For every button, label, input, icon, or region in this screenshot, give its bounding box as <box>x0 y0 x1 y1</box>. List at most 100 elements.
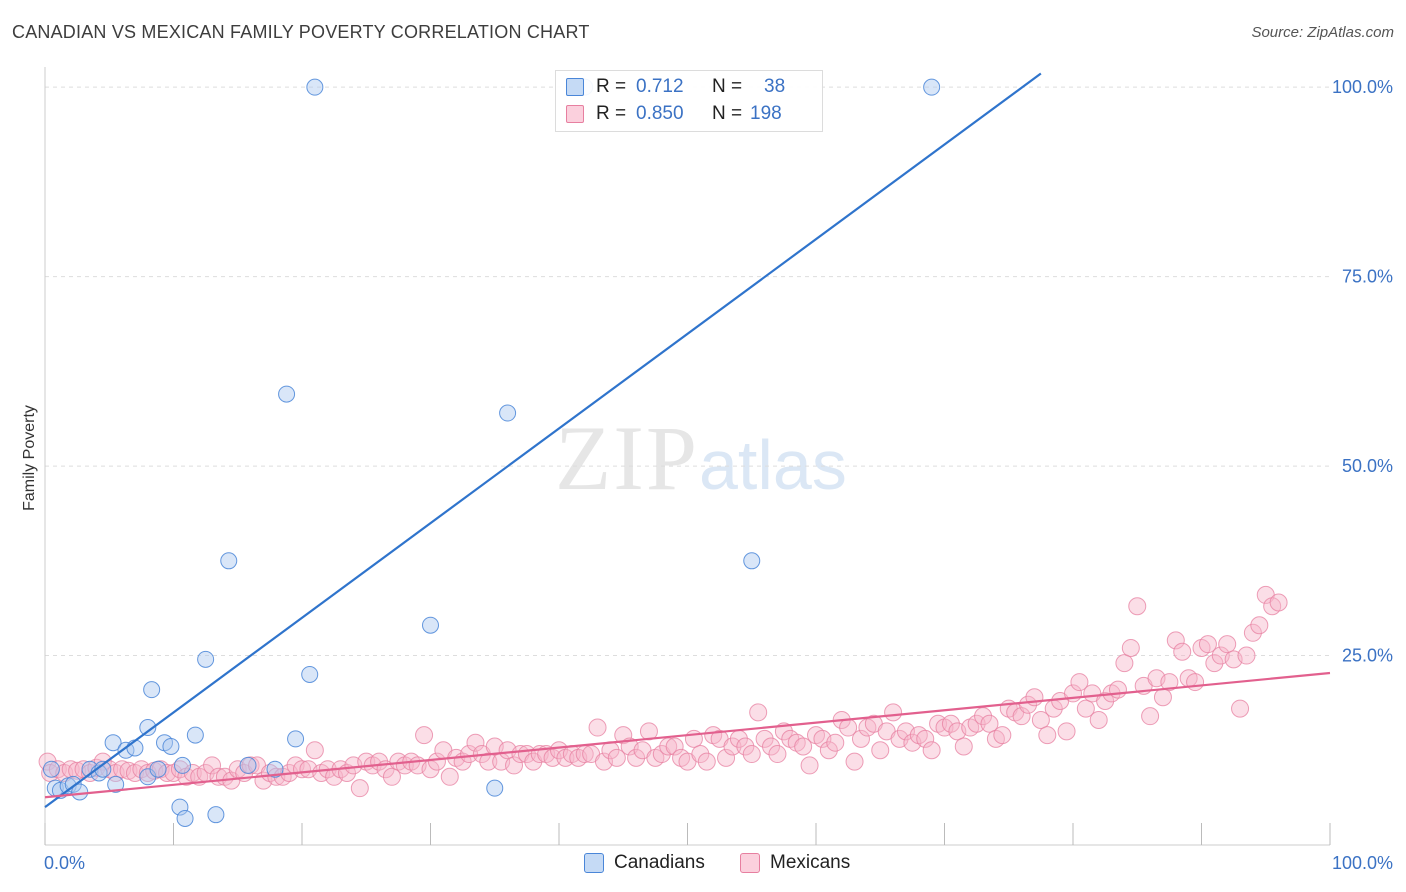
y-tick-label: 50.0% <box>1342 456 1393 476</box>
mexicans-point <box>203 756 222 775</box>
canadians-point <box>743 552 761 570</box>
y-tick-label: 25.0% <box>1342 646 1393 666</box>
correlation-legend: R = 0.712 N = 38 R = 0.850 N = 198 <box>555 70 823 132</box>
mexicans-point <box>1218 635 1237 654</box>
mexicans-legend-label: Mexicans <box>770 852 851 873</box>
mexicans-point <box>1108 680 1127 699</box>
mexicans-point <box>794 737 813 756</box>
mexicans-point <box>1089 710 1108 729</box>
canadians-r-label: R = <box>596 76 627 97</box>
mexicans-point <box>1141 707 1160 726</box>
mexicans-point <box>742 745 761 764</box>
canadians-point <box>287 730 305 748</box>
mexicans-point <box>415 726 434 745</box>
series-legend: Canadians Mexicans <box>0 852 1406 878</box>
mexicans-point <box>736 737 755 756</box>
canadians-point <box>149 760 167 778</box>
mexicans-point <box>871 741 890 760</box>
mexicans-point <box>1243 623 1262 642</box>
mexicans-point <box>954 737 973 756</box>
mexicans-point <box>1038 726 1057 745</box>
canadians-r-value: 0.712 <box>636 76 684 97</box>
canadians-point <box>143 681 161 699</box>
canadians-point <box>104 734 122 752</box>
canadians-point <box>42 760 60 778</box>
mexicans-point <box>1031 710 1050 729</box>
mexicans-point <box>61 760 80 779</box>
legend-item-mexicans[interactable]: Mexicans <box>740 852 850 874</box>
legend-item-canadians[interactable]: Canadians <box>584 852 705 874</box>
mexicans-point <box>916 729 935 748</box>
canadians-points <box>42 78 941 827</box>
mexicans-point <box>1166 631 1185 650</box>
mexicans-legend-swatch <box>740 853 760 873</box>
mexicans-point <box>1076 699 1095 718</box>
canadians-point <box>301 665 319 683</box>
mexicans-point <box>1096 692 1115 711</box>
mexicans-point <box>1070 673 1089 692</box>
mexicans-point <box>1186 673 1205 692</box>
mexicans-point <box>1057 722 1076 741</box>
chart-title: CANADIAN VS MEXICAN FAMILY POVERTY CORRE… <box>12 22 590 42</box>
canadians-point <box>486 779 504 797</box>
mexicans-point <box>479 752 498 771</box>
canadians-point <box>923 78 941 96</box>
mexicans-point <box>1269 593 1288 612</box>
mexicans-point <box>665 737 684 756</box>
mexicans-point <box>980 714 999 733</box>
mexicans-point <box>1160 673 1179 692</box>
canadians-n-value: 38 <box>764 76 786 97</box>
mexicans-point <box>38 752 57 771</box>
mexicans-point <box>941 714 960 733</box>
canadians-legend-label: Canadians <box>614 852 705 873</box>
tick-labels: 25.0% 50.0% 75.0% 100.0% 0.0% 100.0% <box>44 77 1393 873</box>
mexicans-point <box>1237 646 1256 665</box>
mexicans-r-label: R = <box>596 103 627 124</box>
legend-row-mexicans: R = 0.850 N = 198 <box>566 101 782 127</box>
mexicans-point <box>466 733 485 752</box>
mexicans-point <box>607 748 626 767</box>
mexicans-point <box>1153 688 1172 707</box>
canadians-point <box>176 809 194 827</box>
mexicans-point <box>884 703 903 722</box>
mexicans-point <box>826 733 845 752</box>
mexicans-point <box>305 741 324 760</box>
mexicans-point <box>1019 695 1038 714</box>
mexicans-point <box>350 779 369 798</box>
source-label: Source: ZipAtlas.com <box>1251 24 1394 41</box>
mexicans-point <box>749 703 768 722</box>
canadians-point <box>173 756 191 774</box>
mexicans-swatch <box>566 105 584 123</box>
mexicans-point <box>755 729 774 748</box>
mexicans-point <box>967 714 986 733</box>
canadians-point <box>71 783 89 801</box>
legend-row-canadians: R = 0.712 N = 38 <box>566 74 785 100</box>
canadians-n-label: N = <box>712 76 743 97</box>
mexicans-point <box>691 745 710 764</box>
canadians-point <box>171 798 189 816</box>
mexicans-point <box>614 726 633 745</box>
mexicans-n-label: N = <box>712 103 743 124</box>
canadians-point <box>186 726 204 744</box>
axes <box>44 67 1331 846</box>
mexicans-point <box>922 741 941 760</box>
mexicans-point <box>762 737 781 756</box>
mexicans-point <box>1198 635 1217 654</box>
canadians-point <box>278 385 296 403</box>
mexicans-point <box>543 748 562 767</box>
canadians-swatch <box>566 78 584 96</box>
canadians-point <box>126 739 144 757</box>
mexicans-point <box>851 729 870 748</box>
y-tick-label: 100.0% <box>1332 77 1393 97</box>
mexicans-point <box>768 745 787 764</box>
mexicans-r-value: 0.850 <box>636 103 684 124</box>
canadians-point <box>306 78 324 96</box>
mexicans-point <box>627 748 646 767</box>
mexicans-point <box>845 752 864 771</box>
mexicans-point <box>1250 616 1269 635</box>
mexicans-point <box>1173 642 1192 661</box>
grid-lines <box>45 86 1330 657</box>
canadians-point <box>107 775 125 793</box>
x-tick-label: 0.0% <box>44 853 85 873</box>
